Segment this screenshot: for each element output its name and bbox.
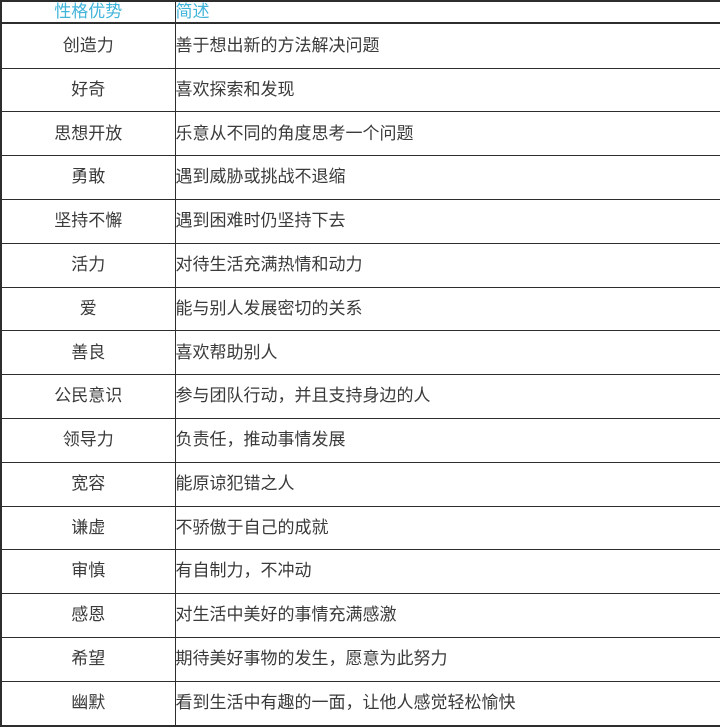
- strength-cell: 谦虚: [0, 505, 176, 551]
- description-cell: 期待美好事物的发生，愿意为此努力: [174, 636, 720, 682]
- table-row: 勇敢 遇到威胁或挑战不退缩: [0, 155, 720, 201]
- description-cell: 遇到威胁或挑战不退缩: [174, 155, 720, 201]
- strength-cell: 幽默: [0, 680, 176, 727]
- table-row: 谦虚 不骄傲于自己的成就: [0, 505, 720, 551]
- strength-cell: 勇敢: [0, 155, 176, 201]
- strength-cell: 思想开放: [0, 111, 176, 157]
- table-row: 公民意识 参与团队行动，并且支持身边的人: [0, 374, 720, 419]
- strength-cell: 爱: [0, 286, 176, 332]
- strength-cell: 活力: [0, 242, 176, 288]
- strength-cell: 好奇: [0, 67, 176, 113]
- table-row: 创造力 善于想出新的方法解决问题: [0, 22, 720, 69]
- description-cell: 看到生活中有趣的一面，让他人感觉轻松愉快: [174, 680, 720, 727]
- description-cell: 对待生活充满热情和动力: [174, 242, 720, 288]
- description-cell: 有自制力，不冲动: [174, 549, 720, 595]
- description-cell: 负责任，推动事情发展: [174, 417, 720, 463]
- table-row: 思想开放 乐意从不同的角度思考一个问题: [0, 111, 720, 157]
- strength-cell: 希望: [0, 636, 176, 682]
- strength-cell: 善良: [0, 330, 176, 376]
- description-cell: 乐意从不同的角度思考一个问题: [174, 111, 720, 157]
- table-row: 感恩 对生活中美好的事情充满感激: [0, 593, 720, 638]
- header-row: 性格优势 简述: [0, 0, 720, 25]
- description-cell: 能与别人发展密切的关系: [174, 286, 720, 332]
- strength-cell: 审慎: [0, 549, 176, 595]
- description-cell: 喜欢帮助别人: [174, 330, 720, 376]
- table-row: 坚持不懈 遇到困难时仍坚持下去: [0, 199, 720, 244]
- table-row: 审慎 有自制力，不冲动: [0, 549, 720, 595]
- description-cell: 不骄傲于自己的成就: [174, 505, 720, 551]
- table-body: 创造力 善于想出新的方法解决问题 好奇 喜欢探索和发现 思想开放 乐意从不同的角…: [0, 22, 720, 727]
- description-cell: 喜欢探索和发现: [174, 67, 720, 113]
- table-row: 幽默 看到生活中有趣的一面，让他人感觉轻松愉快: [0, 680, 720, 727]
- table-row: 宽容 能原谅犯错之人: [0, 461, 720, 507]
- strength-cell: 坚持不懈: [0, 199, 176, 244]
- table-row: 爱 能与别人发展密切的关系: [0, 286, 720, 332]
- table-row: 希望 期待美好事物的发生，愿意为此努力: [0, 636, 720, 682]
- header-strength: 性格优势: [0, 0, 176, 25]
- table-row: 好奇 喜欢探索和发现: [0, 67, 720, 113]
- table-row: 领导力 负责任，推动事情发展: [0, 417, 720, 463]
- table-row: 善良 喜欢帮助别人: [0, 330, 720, 376]
- table-row: 活力 对待生活充满热情和动力: [0, 242, 720, 288]
- table-header: 性格优势 简述: [0, 0, 720, 25]
- strength-cell: 公民意识: [0, 374, 176, 419]
- strength-cell: 领导力: [0, 417, 176, 463]
- strength-cell: 感恩: [0, 593, 176, 638]
- header-description: 简述: [174, 0, 720, 25]
- description-cell: 能原谅犯错之人: [174, 461, 720, 507]
- description-cell: 善于想出新的方法解决问题: [174, 22, 720, 69]
- description-cell: 对生活中美好的事情充满感激: [174, 593, 720, 638]
- description-cell: 遇到困难时仍坚持下去: [174, 199, 720, 244]
- strength-cell: 宽容: [0, 461, 176, 507]
- strength-cell: 创造力: [0, 22, 176, 69]
- description-cell: 参与团队行动，并且支持身边的人: [174, 374, 720, 419]
